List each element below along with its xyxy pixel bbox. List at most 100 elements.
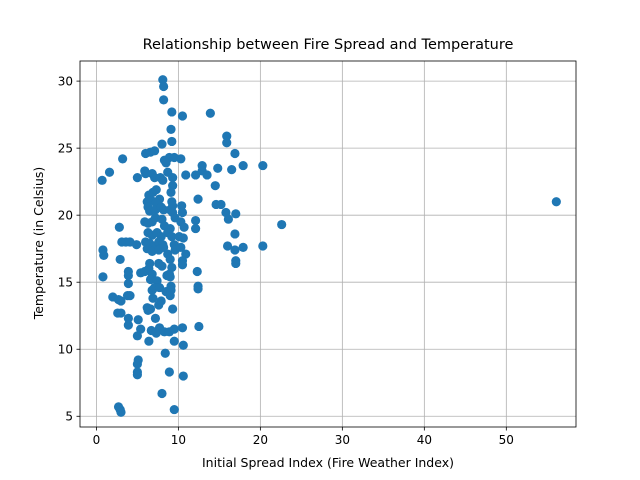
data-point bbox=[123, 266, 133, 277]
data-point bbox=[178, 340, 188, 350]
data-point bbox=[116, 308, 126, 318]
data-point bbox=[133, 315, 143, 325]
data-point bbox=[150, 313, 161, 324]
data-point bbox=[160, 348, 170, 358]
data-point bbox=[167, 136, 177, 147]
data-point bbox=[178, 371, 188, 381]
data-point bbox=[179, 222, 189, 232]
data-point bbox=[210, 181, 220, 191]
data-point bbox=[150, 146, 160, 156]
data-point bbox=[159, 242, 169, 252]
data-point bbox=[176, 242, 186, 252]
data-point bbox=[227, 164, 237, 175]
data-point bbox=[213, 163, 223, 173]
x-axis-ticks: 0 10 20 30 40 50 bbox=[93, 427, 514, 447]
data-point bbox=[238, 160, 248, 171]
data-point bbox=[118, 154, 128, 164]
data-point bbox=[231, 209, 241, 219]
data-point bbox=[168, 173, 178, 183]
data-point bbox=[132, 370, 142, 380]
data-point bbox=[158, 175, 168, 185]
data-point bbox=[177, 201, 187, 211]
data-point bbox=[151, 328, 161, 338]
data-point bbox=[159, 95, 169, 105]
data-point bbox=[223, 214, 233, 224]
data-point bbox=[115, 254, 125, 265]
x-tick-label: 40 bbox=[417, 433, 432, 447]
data-point bbox=[123, 278, 133, 289]
x-tick-label: 30 bbox=[335, 433, 350, 447]
data-point bbox=[157, 388, 167, 399]
data-point bbox=[151, 185, 161, 195]
x-tick-label: 20 bbox=[253, 433, 268, 447]
data-point bbox=[190, 215, 201, 226]
y-tick-label: 10 bbox=[58, 343, 73, 357]
y-axis-ticks: 5 10 15 20 25 30 bbox=[58, 74, 80, 424]
data-point bbox=[98, 272, 108, 282]
data-point bbox=[177, 260, 188, 270]
data-point bbox=[132, 359, 142, 369]
data-point bbox=[157, 261, 167, 271]
data-point bbox=[216, 199, 226, 210]
data-point bbox=[168, 304, 178, 314]
data-point bbox=[132, 331, 142, 341]
x-tick-label: 10 bbox=[171, 433, 186, 447]
data-point bbox=[166, 124, 176, 134]
data-point bbox=[169, 404, 179, 415]
data-point bbox=[193, 284, 203, 294]
data-point bbox=[157, 139, 167, 149]
data-point bbox=[177, 323, 188, 333]
data-point bbox=[176, 154, 186, 164]
data-point bbox=[169, 336, 179, 346]
y-tick-label: 20 bbox=[58, 208, 73, 222]
data-point bbox=[192, 266, 202, 277]
data-point bbox=[205, 108, 215, 118]
data-point bbox=[222, 138, 232, 148]
data-point bbox=[230, 148, 240, 159]
data-point bbox=[222, 131, 232, 141]
data-point bbox=[202, 170, 212, 180]
data-point bbox=[194, 321, 204, 332]
data-point bbox=[161, 158, 171, 168]
plot-frame bbox=[79, 60, 577, 428]
data-point bbox=[125, 291, 135, 301]
x-tick-label: 50 bbox=[499, 433, 514, 447]
data-point bbox=[258, 160, 268, 171]
data-point bbox=[190, 223, 201, 234]
y-tick-label: 15 bbox=[58, 276, 73, 290]
data-point bbox=[165, 272, 175, 282]
x-tick-label: 0 bbox=[93, 433, 101, 447]
data-point bbox=[177, 111, 188, 121]
data-point bbox=[97, 175, 107, 185]
data-point bbox=[156, 296, 166, 306]
data-point bbox=[116, 296, 126, 306]
data-point bbox=[230, 245, 240, 255]
data-point bbox=[99, 250, 109, 260]
data-point bbox=[165, 254, 175, 265]
data-point bbox=[158, 75, 168, 85]
data-point bbox=[144, 336, 154, 346]
data-point bbox=[159, 81, 169, 92]
data-point bbox=[181, 170, 191, 180]
data-point bbox=[132, 173, 142, 183]
data-point bbox=[145, 258, 155, 269]
data-point bbox=[193, 194, 203, 204]
data-point bbox=[238, 242, 248, 252]
data-point bbox=[222, 241, 233, 251]
data-point bbox=[169, 324, 179, 334]
data-point bbox=[177, 207, 188, 218]
data-point bbox=[197, 160, 207, 171]
data-point bbox=[167, 232, 177, 242]
y-axis-label: Temperature (in Celsius) bbox=[31, 167, 46, 321]
y-tick-label: 30 bbox=[58, 74, 73, 88]
data-point bbox=[114, 222, 124, 232]
data-point bbox=[116, 407, 126, 417]
data-point bbox=[551, 197, 561, 207]
data-point bbox=[159, 205, 169, 215]
data-point bbox=[164, 367, 174, 377]
data-point bbox=[123, 320, 133, 330]
chart-title: Relationship between Fire Spread and Tem… bbox=[143, 37, 514, 53]
data-point bbox=[277, 219, 287, 230]
data-point bbox=[104, 167, 115, 177]
